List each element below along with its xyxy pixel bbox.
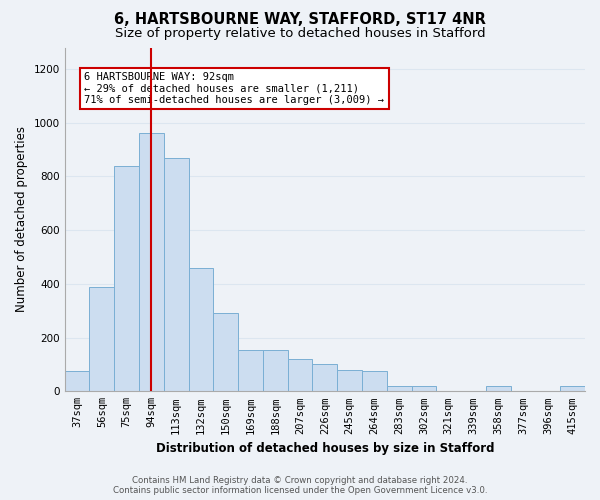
Text: 6 HARTSBOURNE WAY: 92sqm
← 29% of detached houses are smaller (1,211)
71% of sem: 6 HARTSBOURNE WAY: 92sqm ← 29% of detach… <box>85 72 385 105</box>
Bar <box>387 386 412 392</box>
Text: 6, HARTSBOURNE WAY, STAFFORD, ST17 4NR: 6, HARTSBOURNE WAY, STAFFORD, ST17 4NR <box>114 12 486 28</box>
Bar <box>560 386 585 392</box>
Bar <box>214 314 238 392</box>
Text: Size of property relative to detached houses in Stafford: Size of property relative to detached ho… <box>115 28 485 40</box>
Bar <box>337 370 362 392</box>
Bar <box>412 386 436 392</box>
Bar <box>313 364 337 392</box>
Text: Contains HM Land Registry data © Crown copyright and database right 2024.
Contai: Contains HM Land Registry data © Crown c… <box>113 476 487 495</box>
Bar <box>114 166 139 392</box>
Y-axis label: Number of detached properties: Number of detached properties <box>15 126 28 312</box>
Bar <box>65 371 89 392</box>
Bar <box>238 350 263 392</box>
Bar <box>287 359 313 392</box>
Bar <box>164 158 188 392</box>
Bar <box>362 371 387 392</box>
Bar <box>486 386 511 392</box>
Bar <box>188 268 214 392</box>
Bar <box>139 134 164 392</box>
Bar <box>263 350 287 392</box>
X-axis label: Distribution of detached houses by size in Stafford: Distribution of detached houses by size … <box>155 442 494 455</box>
Bar <box>89 286 114 392</box>
